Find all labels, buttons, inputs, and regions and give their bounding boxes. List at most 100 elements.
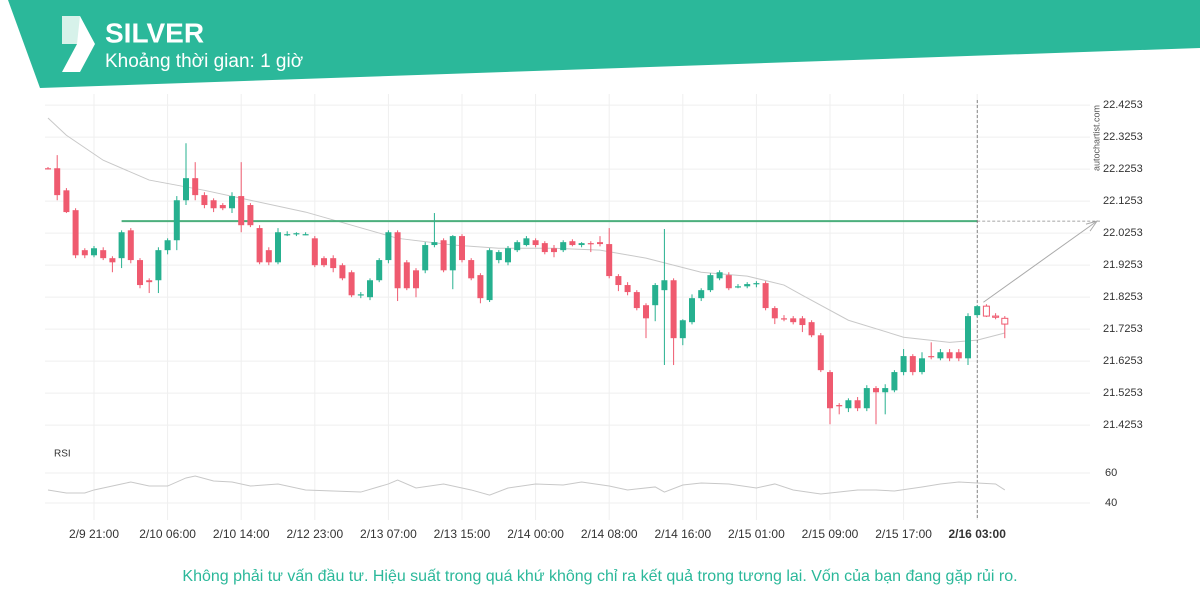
candle-body (1001, 317, 1009, 325)
x-tick-label: 2/15 09:00 (802, 527, 859, 541)
candle-body (569, 241, 576, 246)
candle-body (661, 280, 668, 291)
y-tick-label: 21.8253 (1103, 291, 1143, 303)
candle-body (882, 388, 889, 393)
candle-body (735, 286, 741, 288)
candle-body (633, 292, 640, 309)
candle-body (606, 244, 613, 277)
candle-body (799, 318, 806, 326)
y-tick-label: 22.3253 (1103, 131, 1143, 143)
candle-body (863, 388, 870, 409)
candle-body (762, 283, 769, 309)
header-subtitle: Khoảng thời gian: 1 giờ (105, 51, 303, 72)
candle-body (974, 306, 981, 316)
candle-body (192, 178, 199, 196)
candle-body (652, 285, 659, 306)
arrow-head (1085, 220, 1099, 232)
candle-body (486, 250, 493, 301)
y-tick-label: 22.0253 (1103, 227, 1143, 239)
candle-body (321, 258, 327, 266)
candle-body (827, 372, 833, 409)
candle-body (54, 168, 61, 196)
candle-body (698, 290, 705, 299)
candle-body (118, 232, 125, 259)
candle-body (781, 318, 787, 320)
candle-body (219, 205, 226, 209)
candle-body (808, 322, 815, 336)
candle-body (597, 242, 603, 245)
y-tick-label: 22.2253 (1103, 163, 1143, 175)
candle-body (873, 388, 879, 393)
candle-body (173, 200, 180, 241)
candle-body (81, 250, 88, 256)
candle-body (385, 232, 392, 261)
candle-body (45, 168, 51, 170)
moving-average (47, 117, 1005, 343)
candle-body (440, 240, 447, 271)
candle-body (247, 205, 254, 226)
candle-body (468, 260, 475, 279)
candle-body (771, 308, 778, 319)
candle-body (431, 242, 438, 246)
candle-body (523, 238, 530, 246)
candle-body (422, 245, 429, 271)
candle-body (578, 243, 585, 246)
candle-body (551, 248, 557, 253)
candle-body (891, 372, 898, 391)
y-tick-label: 21.7253 (1103, 323, 1143, 335)
candle-body (146, 280, 153, 283)
x-tick-label: 2/15 17:00 (875, 527, 932, 541)
candle-body (790, 318, 797, 323)
candle-body (817, 335, 824, 371)
candle-body (992, 315, 1000, 318)
candle-body (256, 228, 263, 263)
candle-body (532, 240, 539, 246)
x-tick-label: 2/10 14:00 (213, 527, 270, 541)
candle-body (615, 276, 622, 286)
y-tick-label: 60 (1105, 467, 1117, 479)
candle-body (201, 195, 208, 206)
candle-body (541, 243, 548, 253)
x-tick-label: 2/16 03:00 (949, 527, 1007, 541)
candle-body (330, 258, 337, 269)
candle-body (937, 352, 944, 359)
candle-body (155, 250, 162, 281)
candle-body (505, 248, 511, 263)
watermark: autochartist.com (1091, 105, 1101, 171)
x-tick-label: 2/13 15:00 (434, 527, 491, 541)
candle-body (376, 260, 383, 281)
x-tick-label: 2/10 06:00 (139, 527, 196, 541)
logo (62, 16, 95, 72)
candle-body (725, 275, 732, 289)
candle-body (137, 260, 143, 286)
candle-body (900, 356, 907, 373)
x-tick-label: 2/9 21:00 (69, 527, 119, 541)
candle-body (339, 265, 346, 279)
y-tick-label: 21.9253 (1103, 259, 1143, 271)
y-tick-label: 40 (1105, 497, 1117, 509)
y-tick-label: 21.6253 (1103, 355, 1143, 367)
candle-body (238, 196, 245, 226)
y-tick-label: 22.1253 (1103, 195, 1143, 207)
candle-body (109, 258, 116, 263)
x-tick-label: 2/14 00:00 (507, 527, 564, 541)
header-banner (8, 0, 1200, 88)
candle-body (127, 230, 134, 261)
x-tick-label: 2/14 16:00 (654, 527, 711, 541)
candle-body (293, 233, 300, 235)
candle-body (624, 285, 631, 293)
candle-body (413, 270, 419, 289)
candle-body (587, 243, 594, 245)
candle-body (707, 275, 714, 291)
candle-body (716, 272, 723, 279)
candle-body (164, 240, 171, 251)
candle-body (210, 200, 217, 209)
candle-body (394, 232, 401, 289)
candle-body (919, 358, 925, 373)
candle-body (229, 196, 235, 209)
x-tick-label: 2/12 23:00 (286, 527, 343, 541)
candle-body (560, 242, 567, 251)
candle-body (183, 178, 189, 201)
candle-body (284, 234, 291, 236)
candle-body (357, 294, 364, 296)
